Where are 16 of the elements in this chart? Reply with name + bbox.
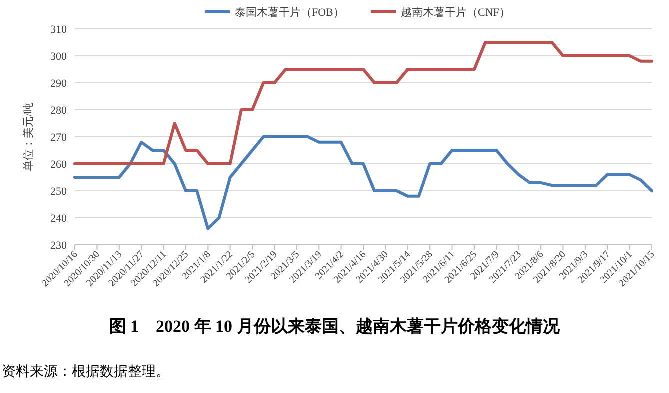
y-tick-label: 260 [50, 159, 68, 171]
line-series [74, 136, 654, 230]
legend-label: 越南木薯干片（CNF） [401, 6, 510, 19]
legend-label: 泰国木薯干片（FOB） [235, 6, 344, 19]
line-series [74, 41, 654, 166]
y-tick-label: 240 [50, 213, 68, 225]
y-tick-label: 310 [50, 24, 68, 36]
text: 图 1 2020 年 10 月份以来泰国、越南木薯干片价格变化情况 [109, 317, 561, 336]
y-tick-label: 280 [50, 105, 68, 117]
y-tick-label: 270 [50, 132, 68, 144]
y-axis-title: 单位：美元/吨 [22, 102, 35, 172]
y-tick-label: 250 [50, 186, 68, 198]
y-tick-label: 290 [50, 78, 68, 90]
y-tick-label: 300 [50, 51, 68, 63]
text: 资料来源：根据数据整理。 [2, 364, 170, 380]
y-tick-label: 230 [50, 240, 68, 252]
